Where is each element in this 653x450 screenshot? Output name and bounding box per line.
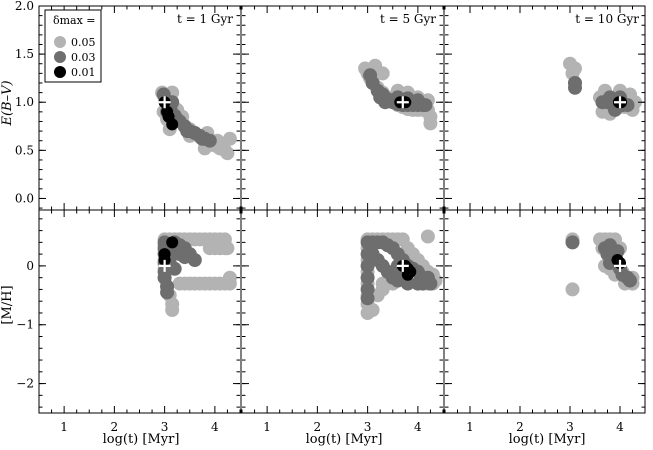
legend-title: δmax = [53, 14, 96, 27]
true-value-cross [614, 96, 626, 109]
y-tick-label: −2 [16, 377, 34, 391]
legend-marker-001 [54, 66, 66, 78]
legend-label-005: 0.05 [71, 36, 96, 49]
data-point [195, 131, 210, 146]
data-point [167, 261, 182, 276]
x-tick-label: 3 [364, 420, 372, 434]
y-axis-title-ebv: E(B–V) [0, 80, 15, 126]
data-point [623, 273, 637, 288]
y-tick-label: 1.0 [15, 95, 34, 109]
x-axis-title-col-3: log(t) [Myr] [509, 432, 586, 447]
true-value-cross [158, 259, 171, 272]
panel-title-2: t = 5 Gyr [380, 12, 436, 26]
legend: δmax = 0.05 0.03 0.01 [44, 9, 102, 83]
true-value-cross [158, 96, 171, 109]
data-point [166, 236, 179, 249]
data-point [220, 241, 235, 256]
data-point [165, 303, 180, 317]
data-point [568, 80, 582, 95]
true-value-cross [396, 96, 409, 109]
x-tick-label: 4 [616, 420, 624, 434]
x-tick-label: 4 [414, 420, 422, 434]
y-axis-title-mh: [M/H] [0, 285, 15, 324]
x-tick-label: 1 [466, 420, 474, 434]
data-point [565, 282, 580, 297]
data-point [401, 268, 414, 281]
legend-label-003: 0.03 [71, 51, 96, 64]
data-point [160, 285, 175, 300]
legend-box [44, 9, 102, 83]
chart-marks [155, 56, 642, 320]
x-tick-label: 2 [111, 420, 119, 434]
x-tick-label: 1 [263, 420, 271, 434]
data-point [360, 270, 375, 285]
axis-labels: E(B–V) [M/H] log(t) [Myr] log(t) [Myr] l… [0, 12, 639, 447]
x-axis-title-col-2: log(t) [Myr] [306, 432, 383, 447]
data-point [410, 93, 425, 108]
y-tick-label: 0 [26, 259, 34, 273]
data-point [180, 124, 195, 139]
data-point [420, 270, 435, 285]
x-tick-label: 3 [161, 420, 169, 434]
y-tick-label: 0.0 [15, 191, 34, 205]
x-tick-label: 2 [516, 420, 524, 434]
data-point [177, 250, 192, 265]
data-point [360, 291, 375, 306]
series-001 [158, 96, 627, 281]
panel-title-1: t = 1 Gyr [177, 12, 233, 26]
legend-label-001: 0.01 [71, 66, 96, 79]
true-value-cross [614, 259, 626, 272]
data-point [222, 131, 237, 146]
y-tick-label: 1.5 [15, 47, 34, 61]
x-tick-label: 1 [60, 420, 68, 434]
data-point [423, 116, 438, 131]
x-tick-label: 3 [566, 420, 574, 434]
data-point [565, 235, 580, 250]
y-tick-label: 2.0 [15, 0, 34, 13]
data-point [568, 61, 582, 76]
data-point [375, 276, 390, 291]
y-tick-label: 0.5 [15, 143, 34, 157]
data-point [420, 229, 435, 244]
data-point [365, 303, 380, 317]
data-point [378, 95, 393, 110]
axis-ticks: 1 2 3 4 1 2 3 4 1 2 3 4 0.0 0.5 1.0 1.5 2.0 −2 −1 0 [15, 0, 646, 434]
x-tick-label: 2 [314, 420, 322, 434]
data-point [222, 270, 237, 285]
true-value-markers [158, 96, 626, 272]
y-tick-label: −1 [16, 318, 34, 332]
data-point [166, 118, 179, 131]
panel-title-3: t = 10 Gyr [575, 12, 639, 26]
legend-marker-003 [54, 51, 66, 63]
x-axis-title-col-1: log(t) [Myr] [103, 432, 180, 447]
data-point [610, 244, 625, 259]
true-value-cross [396, 259, 409, 272]
x-tick-label: 4 [211, 420, 219, 434]
data-point [360, 258, 375, 273]
data-point [220, 146, 235, 161]
legend-marker-005 [54, 36, 66, 48]
